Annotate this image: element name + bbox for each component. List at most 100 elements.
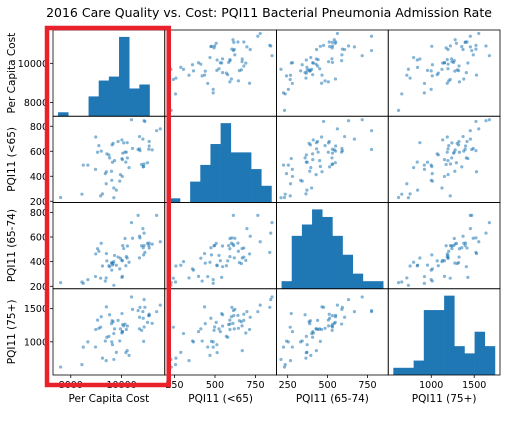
- scatter-point: [173, 362, 178, 367]
- scatter-point: [137, 256, 142, 260]
- panel-3-1: 250 500 750: [164, 288, 277, 391]
- scatter-point: [150, 148, 154, 152]
- scatter-point: [236, 40, 240, 44]
- scatter-point: [405, 73, 409, 77]
- scatter-point: [228, 58, 232, 62]
- histogram-bar: [464, 353, 475, 375]
- scatter-point: [103, 339, 107, 343]
- panel-2-3: [387, 202, 501, 290]
- scatter-point: [442, 158, 447, 162]
- scatter-point: [457, 150, 462, 154]
- panel-0-3: [387, 29, 501, 117]
- y-tick-label: 8000: [24, 98, 48, 109]
- panel-2-1: [164, 202, 277, 290]
- panel-0-1: [164, 29, 277, 117]
- y-axis-label: PQI11 (<65): [6, 127, 18, 192]
- scatter-point: [248, 234, 252, 238]
- scatter-point: [141, 165, 145, 169]
- scatter-point: [430, 172, 434, 176]
- scatter-point: [228, 327, 232, 332]
- scatter-point: [224, 264, 228, 268]
- scatter-point: [202, 305, 207, 309]
- scatter-point: [124, 264, 128, 268]
- scatter-point: [211, 281, 215, 285]
- scatter-point: [418, 256, 422, 260]
- scatter-point: [110, 319, 114, 323]
- scatter-point: [288, 182, 293, 186]
- y-tick-label: 400: [30, 257, 48, 268]
- scatter-point: [474, 43, 478, 47]
- scatter-point: [282, 365, 287, 369]
- panel-frame: [164, 29, 277, 117]
- scatter-point: [112, 186, 116, 190]
- scatter-point: [360, 295, 364, 299]
- scatter-point: [415, 263, 420, 267]
- scatter-point: [112, 196, 116, 200]
- scatter-point: [330, 162, 334, 167]
- scatter-point: [286, 163, 290, 167]
- scatter-point: [282, 195, 287, 200]
- histogram-bar: [190, 181, 201, 203]
- scatter-point: [228, 247, 232, 251]
- scatter-point: [147, 246, 151, 250]
- scatter-point: [477, 31, 481, 36]
- scatter-point: [110, 343, 115, 347]
- panel-frame: [52, 115, 166, 203]
- scatter-point: [130, 146, 135, 151]
- scatter-point: [321, 43, 326, 47]
- scatter-point: [145, 161, 150, 165]
- scatter-point: [422, 81, 427, 86]
- scatter-point: [316, 150, 320, 154]
- panel-1-3: [387, 115, 501, 203]
- panel-3-2: 250 500 750: [276, 288, 389, 391]
- scatter-point: [226, 259, 230, 263]
- scatter-point: [125, 244, 130, 248]
- scatter-point: [415, 160, 419, 164]
- scatter-point: [400, 92, 404, 96]
- scatter-point: [445, 150, 449, 154]
- scatter-point: [311, 335, 315, 339]
- scatter-point: [171, 276, 175, 280]
- scatter-point: [474, 73, 479, 77]
- scatter-point: [118, 327, 123, 331]
- scatter-point: [181, 260, 186, 264]
- scatter-point: [430, 267, 435, 271]
- scatter-point: [214, 320, 218, 324]
- scatter-point: [270, 54, 274, 58]
- scatter-point: [104, 170, 108, 174]
- scatter-point: [226, 73, 230, 77]
- scatter-point: [442, 274, 447, 278]
- scatter-point: [125, 156, 130, 160]
- scatter-point: [104, 276, 108, 280]
- scatter-point: [242, 64, 246, 68]
- scatter-point: [330, 156, 334, 160]
- scatter-point: [158, 303, 162, 307]
- scatter-point: [237, 319, 241, 323]
- scatter-point: [125, 141, 129, 145]
- scatter-point: [330, 57, 334, 61]
- scatter-point: [206, 345, 210, 349]
- scatter-point: [452, 59, 456, 63]
- scatter-point: [200, 339, 204, 343]
- scatter-point: [446, 147, 450, 151]
- scatter-point: [124, 255, 128, 259]
- scatter-point: [309, 353, 313, 358]
- scatter-point: [105, 259, 109, 263]
- scatter-point: [97, 144, 101, 148]
- scatter-point: [120, 330, 124, 334]
- scatter-point: [256, 310, 260, 314]
- scatter-point: [269, 44, 273, 48]
- scatter-point: [304, 58, 308, 62]
- scatter-point: [110, 260, 114, 265]
- scatter-point: [220, 70, 225, 75]
- scatter-point: [59, 280, 63, 285]
- scatter-point: [181, 331, 186, 336]
- scatter-point: [123, 236, 127, 241]
- scatter-point: [114, 263, 118, 267]
- scatter-point: [174, 76, 178, 80]
- scatter-point: [206, 81, 210, 86]
- histogram-bar: [342, 254, 353, 289]
- scatter-point: [422, 274, 427, 279]
- scatter-point: [141, 316, 145, 320]
- y-axis-label: Per Capita Cost: [6, 33, 18, 114]
